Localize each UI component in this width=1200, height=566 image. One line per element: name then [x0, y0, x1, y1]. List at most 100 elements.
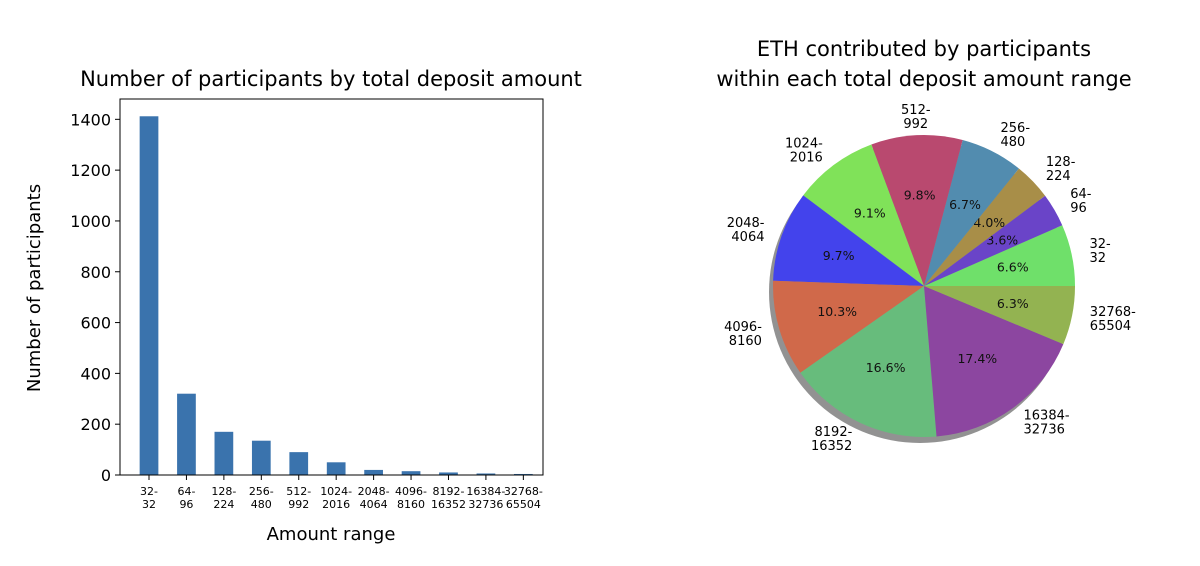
x-tick-label-line: 32 [142, 498, 156, 511]
x-tick-label-1: 64-96 [177, 485, 195, 511]
bar-chart-title: Number of participants by total deposit … [80, 67, 582, 91]
x-tick-label-line: 16352 [431, 498, 466, 511]
pie-slice-label-9: 16384-32736 [1024, 409, 1070, 438]
x-tick-label-line: 128- [211, 485, 236, 498]
x-tick-label-line: 8192- [432, 485, 464, 498]
pie-slice-3 [924, 140, 1019, 286]
pie-chart-title-line-2: within each total deposit amount range [716, 67, 1131, 91]
pie-slice-label-line: 32- [1090, 237, 1112, 252]
pie-slice-pct-9: 17.4% [957, 351, 997, 366]
bar-axes-frame [119, 98, 544, 476]
pie-slice-label-line: 32768- [1090, 305, 1136, 320]
pie-slice-label-line: 96 [1070, 201, 1087, 216]
bar-4 [289, 452, 309, 475]
y-tick-label-7: 1400 [70, 110, 111, 129]
pie-slice-pct-4: 9.8% [904, 188, 936, 203]
pie-slice-pct-6: 9.7% [823, 248, 855, 263]
pie-slice-pct-0: 6.6% [997, 259, 1029, 274]
pie-slice-label-line: 65504 [1090, 319, 1131, 334]
x-tick-label-line: 32768- [504, 485, 543, 498]
bar-x-axis-label: Amount range [267, 524, 396, 545]
pie-slice-label-line: 8192- [815, 425, 853, 440]
pie-slice-2 [924, 168, 1046, 286]
x-tick-label-line: 1024- [320, 485, 352, 498]
bar-0 [139, 116, 159, 475]
x-tick-label-9: 16384-32736 [466, 485, 505, 511]
x-tick-label-4: 512-992 [286, 485, 311, 511]
bar-plot-area: 32-32 64-96 128-224 256-480 512-992 1024-2016… [70, 98, 544, 511]
pie-slice-label-7: 4096-8160 [724, 320, 762, 349]
bar-chart: Number of participants by total deposit … [24, 67, 582, 545]
pie-slice-label-line: 2048- [727, 216, 765, 231]
bar-7 [401, 471, 421, 475]
x-tick-label-line: 4096- [395, 485, 427, 498]
pie-slice-label-line: 16352 [811, 439, 852, 454]
bar-1 [177, 393, 196, 475]
x-tick-label-line: 16384- [466, 485, 505, 498]
pie-slice-label-line: 64- [1070, 187, 1092, 202]
pie-slice-pct-10: 6.3% [997, 296, 1029, 311]
y-tick-label-3: 600 [80, 314, 111, 333]
pie-slice-pct-8: 16.6% [866, 360, 906, 375]
pie-slice-label-line: 2016 [790, 151, 823, 166]
pie-slice-label-line: 4064 [731, 230, 764, 245]
pie-slice-label-10: 32768-65504 [1090, 305, 1136, 334]
x-tick-label-3: 256-480 [249, 485, 274, 511]
x-tick-label-7: 4096-8160 [395, 485, 427, 511]
pie-slice-label-6: 2048-4064 [727, 216, 765, 245]
pie-chart: ETH contributed by participants within e… [716, 37, 1136, 454]
pie-slice-label-4: 512-992 [901, 103, 931, 132]
pie-slice-label-line: 1024- [785, 137, 823, 152]
x-tick-label-line: 64- [177, 485, 195, 498]
pie-slice-label-line: 256- [1001, 121, 1031, 136]
pie-slice-1 [924, 195, 1063, 286]
pie-plot-area: 6.6% 32-32 3.6% 64-96 4.0% 128-224 6.7% 256-480… [724, 103, 1136, 454]
x-tick-label-line: 96 [179, 498, 193, 511]
pie-slice-pct-5: 9.1% [854, 205, 886, 220]
x-tick-label-line: 8160 [397, 498, 425, 511]
y-tick-label-6: 1200 [70, 161, 111, 180]
bar-2 [214, 431, 234, 475]
pie-slice-label-line: 32 [1090, 251, 1107, 266]
pie-slice-label-line: 4096- [724, 320, 762, 335]
bar-6 [364, 469, 383, 475]
pie-slice-label-line: 224 [1046, 169, 1071, 184]
x-tick-label-line: 2048- [358, 485, 390, 498]
y-tick-label-5: 1000 [70, 212, 111, 231]
x-tick-label-line: 32736 [468, 498, 503, 511]
y-tick-label-2: 400 [80, 364, 111, 383]
x-tick-label-line: 2016 [322, 498, 350, 511]
bar-8 [439, 472, 458, 475]
pie-slice-8 [800, 286, 937, 438]
pie-slice-pct-3: 6.7% [949, 197, 981, 212]
x-tick-label-line: 256- [249, 485, 274, 498]
bar-9 [476, 473, 496, 475]
bar-3 [251, 440, 271, 475]
pie-slice-label-3: 256-480 [1001, 121, 1031, 150]
bar-10 [513, 473, 533, 475]
pie-slice-label-line: 480 [1001, 135, 1026, 150]
x-tick-label-8: 8192-16352 [431, 485, 466, 511]
bar-5 [326, 462, 346, 475]
x-tick-label-line: 32- [140, 485, 158, 498]
pie-slice-label-line: 512- [901, 103, 931, 118]
y-tick-label-1: 200 [80, 415, 111, 434]
pie-slice-label-8: 8192-16352 [811, 425, 853, 454]
x-tick-label-line: 480 [251, 498, 272, 511]
pie-slice-label-0: 32-32 [1090, 237, 1112, 266]
pie-slice-label-1: 64-96 [1070, 187, 1092, 216]
x-tick-label-0: 32-32 [140, 485, 158, 511]
pie-slice-label-line: 992 [903, 117, 928, 132]
pie-slice-7 [773, 280, 924, 373]
pie-slice-pct-2: 4.0% [973, 215, 1005, 230]
pie-slice-pct-1: 3.6% [986, 232, 1018, 247]
pie-slice-label-line: 16384- [1024, 409, 1070, 424]
x-tick-label-5: 1024-2016 [320, 485, 352, 511]
pie-slice-label-line: 128- [1046, 155, 1076, 170]
x-tick-label-line: 992 [288, 498, 309, 511]
pie-slice-0 [924, 225, 1075, 286]
bar-y-axis-label: Number of participants [24, 184, 45, 392]
y-tick-label-0: 0 [101, 466, 111, 485]
pie-slice-label-2: 128-224 [1046, 155, 1076, 184]
